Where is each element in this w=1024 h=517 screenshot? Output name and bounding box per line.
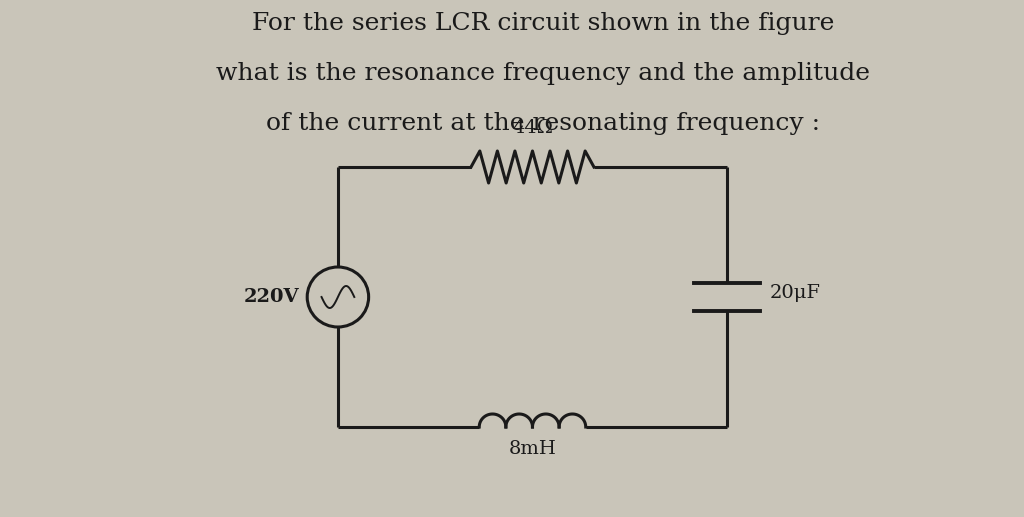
- Text: what is the resonance frequency and the amplitude: what is the resonance frequency and the …: [216, 62, 869, 85]
- Text: 220V: 220V: [244, 288, 299, 306]
- Text: of the current at the resonating frequency :: of the current at the resonating frequen…: [265, 112, 820, 135]
- Text: 20μF: 20μF: [770, 284, 821, 302]
- Text: 8mH: 8mH: [509, 440, 556, 458]
- Text: 44Ω: 44Ω: [512, 119, 553, 137]
- Text: For the series LCR circuit shown in the figure: For the series LCR circuit shown in the …: [252, 12, 834, 35]
